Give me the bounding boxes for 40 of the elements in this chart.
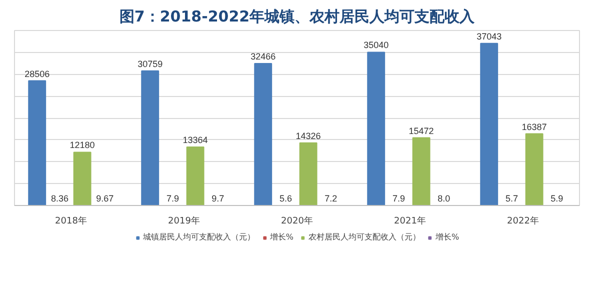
- legend-label: 增长%: [270, 232, 294, 242]
- bar: [299, 142, 318, 206]
- data-label: 5.7: [505, 193, 518, 204]
- bar: [254, 62, 272, 206]
- data-label: 12180: [70, 140, 95, 150]
- data-label: 7.9: [166, 193, 179, 204]
- data-label: 8.36: [50, 193, 68, 204]
- bar: [28, 80, 46, 206]
- x-tick-label: 2020年: [281, 216, 313, 226]
- x-tick-label: 2019年: [168, 216, 200, 226]
- data-label: 5.6: [279, 193, 292, 204]
- legend-label: 增长%: [436, 232, 460, 242]
- bar: [186, 146, 204, 206]
- bar: [480, 42, 498, 206]
- bar: [141, 70, 160, 206]
- bar: [73, 152, 92, 206]
- data-label: 15472: [408, 126, 434, 136]
- data-label: 30759: [138, 58, 163, 69]
- data-label: 28506: [24, 68, 50, 79]
- chart-title: 图7：2018-2022年城镇、农村居民人均可支配收入: [119, 8, 476, 26]
- data-label: 14326: [296, 130, 321, 141]
- bar: [525, 133, 544, 206]
- x-tick-label: 2021年: [394, 216, 426, 226]
- data-label: 35040: [364, 40, 389, 50]
- bar: [412, 137, 430, 206]
- x-tick-label: 2022年: [507, 216, 539, 226]
- legend-label: 城镇居民人均可支配收入（元）: [142, 232, 255, 242]
- data-label: 9.67: [96, 193, 114, 204]
- legend-label: 农村居民人均可支配收入（元）: [308, 232, 420, 242]
- data-label: 13364: [182, 135, 208, 146]
- data-label: 8.0: [438, 193, 450, 204]
- data-label: 7.2: [324, 193, 338, 204]
- data-label: 16387: [522, 122, 547, 132]
- bar: [367, 52, 386, 206]
- data-label: 7.9: [392, 193, 405, 204]
- data-label: 9.7: [212, 193, 224, 204]
- data-label: 37043: [476, 31, 502, 42]
- data-label: 5.9: [550, 193, 564, 204]
- x-tick-label: 2018年: [55, 216, 87, 226]
- data-label: 32466: [250, 51, 276, 62]
